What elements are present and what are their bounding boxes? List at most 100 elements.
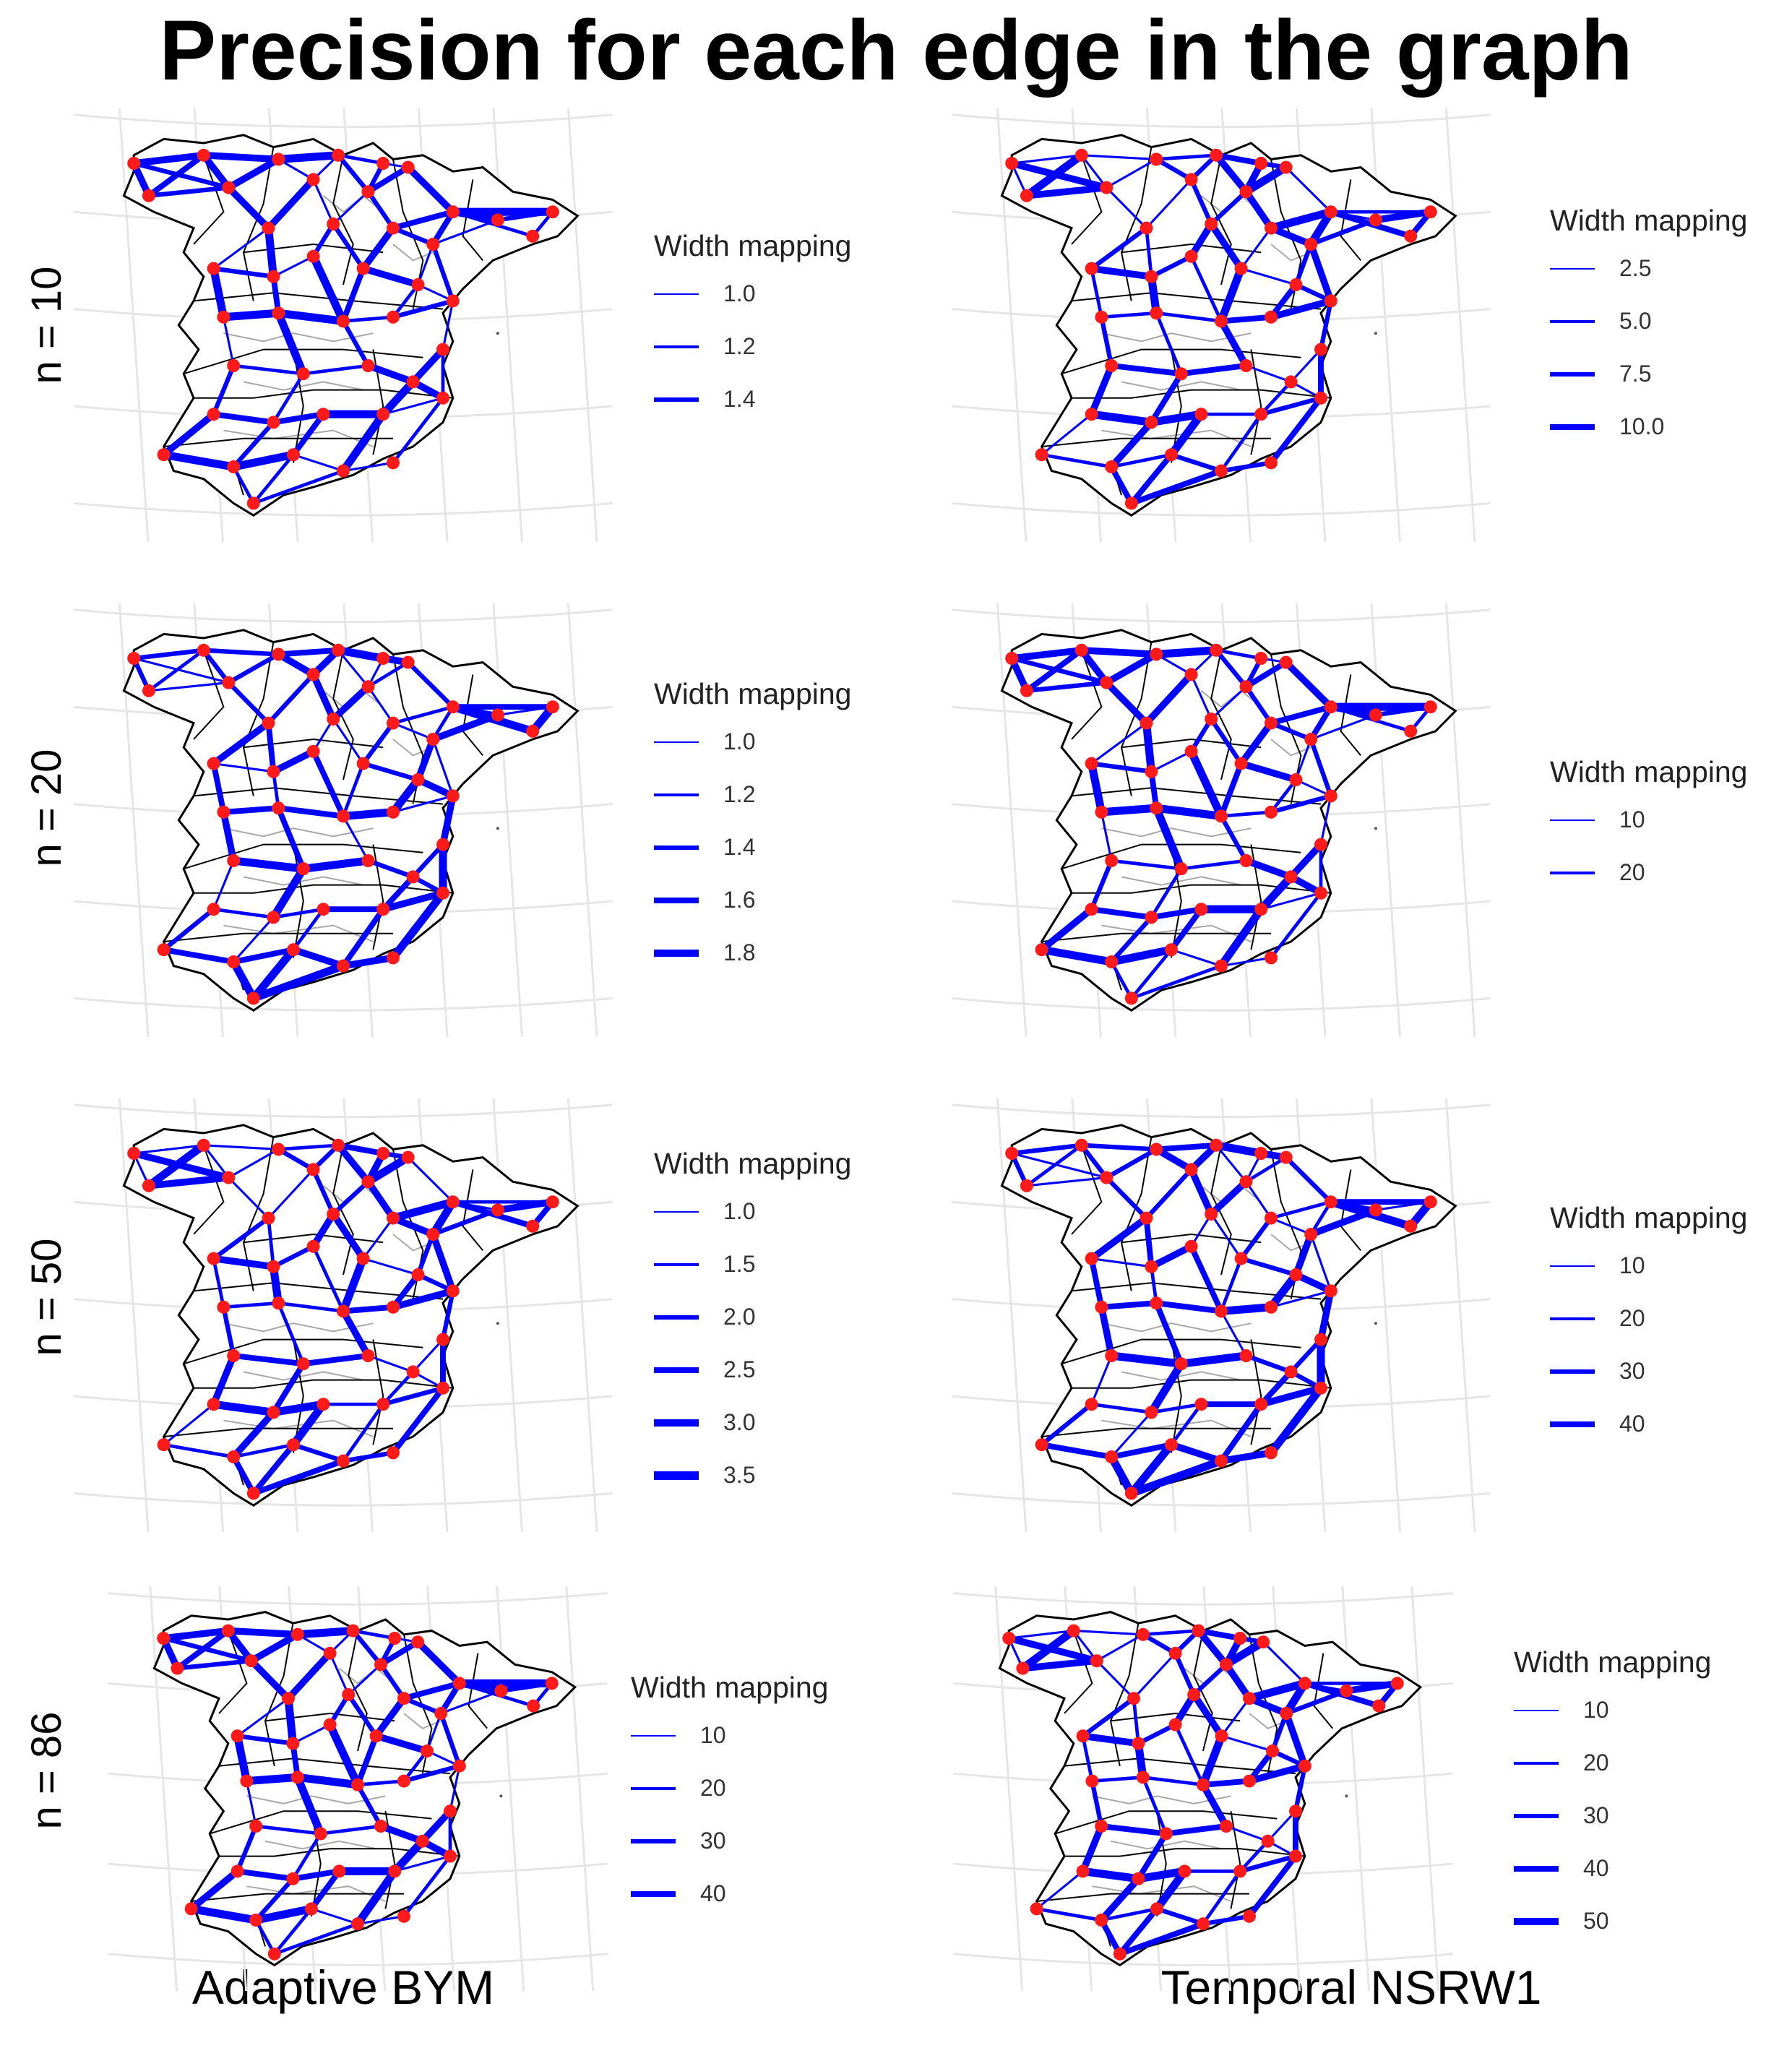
graticule-line <box>996 603 1028 1037</box>
graph-edge <box>254 1824 323 1836</box>
graph-node <box>1239 680 1253 694</box>
graph-node <box>1090 1654 1103 1668</box>
province-border <box>1071 787 1322 805</box>
graph-edge <box>1080 1696 1137 1739</box>
graticule-line <box>492 603 524 1037</box>
graticule-line <box>118 603 150 1037</box>
graph-node <box>527 1699 540 1713</box>
graph-node <box>1020 189 1033 202</box>
graph-edge <box>299 856 373 873</box>
legend-r3-temporal: Width mapping 10 20 30 40 <box>1550 1196 1747 1450</box>
legend-item: 10 <box>1514 1684 1711 1737</box>
graph-edge <box>1200 1778 1252 1788</box>
graph-edge <box>441 299 455 351</box>
graph-node <box>1105 854 1119 867</box>
graph-edge <box>401 1763 462 1784</box>
graph-node <box>1205 1208 1218 1221</box>
graph-node <box>306 1239 320 1253</box>
graph-edge <box>293 1627 358 1639</box>
graph-node <box>207 903 220 916</box>
graph-edge <box>1317 1287 1335 1343</box>
graph-edge <box>364 1178 397 1222</box>
graph-node <box>1314 1381 1327 1395</box>
graph-edge <box>1168 1441 1225 1465</box>
graph-node <box>1324 700 1337 714</box>
graph-node <box>314 1827 327 1841</box>
legend-item: 1.6 <box>654 874 851 926</box>
graph-edge <box>201 647 281 657</box>
province-border <box>1121 1233 1262 1244</box>
graph-edge <box>1209 716 1244 766</box>
legend-line-key <box>654 397 699 402</box>
legend-title: Width mapping <box>1550 204 1748 237</box>
graph-edge <box>332 718 365 765</box>
graph-node <box>1105 1450 1119 1463</box>
region-border <box>246 1795 386 1804</box>
graph-node <box>1279 1150 1293 1164</box>
graph-edge <box>212 907 275 919</box>
graph-edge <box>1237 760 1300 783</box>
graph-edge <box>1010 1152 1108 1179</box>
graph-edge <box>234 1868 296 1882</box>
graph-edge <box>1267 1270 1301 1312</box>
graph-edge <box>222 316 235 367</box>
graph-edge <box>200 152 283 163</box>
graph-node <box>1174 862 1188 876</box>
graph-node <box>351 1778 364 1791</box>
legend-item: 2.0 <box>654 1291 851 1343</box>
graph-edge <box>230 1408 277 1460</box>
graph-node <box>1372 1699 1386 1713</box>
graph-edge <box>1154 1906 1206 1927</box>
province-border <box>183 843 423 870</box>
graph-edge <box>1009 1143 1084 1156</box>
legend-item: 40 <box>1550 1398 1747 1450</box>
legend-label: 2.0 <box>723 1304 756 1330</box>
graph-edge <box>1269 778 1298 814</box>
graph-node <box>1423 205 1437 219</box>
graph-node <box>1265 456 1278 470</box>
graph-node <box>231 1729 244 1743</box>
graph-node <box>1215 1729 1228 1743</box>
legend-r2-adaptive: Width mapping 1.0 1.2 1.4 1.6 1.8 <box>654 672 851 979</box>
graph-node <box>337 464 350 478</box>
legend-label: 3.0 <box>723 1409 756 1435</box>
graph-node <box>387 951 400 965</box>
province-border <box>1061 843 1301 870</box>
graticule-line <box>952 113 1491 129</box>
graph-node <box>546 205 559 219</box>
graph-edge <box>339 808 397 820</box>
graph-node <box>436 1333 449 1346</box>
graph-edge <box>372 1732 431 1755</box>
graph-node <box>1002 1632 1016 1645</box>
graph-edge <box>1109 960 1134 1000</box>
graph-edge <box>329 1210 367 1262</box>
graph-edge <box>1319 794 1332 846</box>
graph-edge <box>1309 1233 1332 1292</box>
graph-node <box>207 262 220 275</box>
legend-title: Width mapping <box>654 1147 852 1180</box>
graph-edge <box>390 1385 446 1456</box>
graph-node <box>545 1677 559 1690</box>
graph-edge <box>372 1695 408 1739</box>
graph-edge <box>1008 160 1111 192</box>
graph-node <box>207 757 220 770</box>
graph-node <box>356 262 370 275</box>
island-dot <box>1374 827 1377 830</box>
graph-edge <box>310 748 346 819</box>
graph-node <box>1076 1729 1090 1743</box>
graph-node <box>227 955 241 968</box>
graph-node <box>446 789 460 803</box>
legend-line-key <box>654 1367 699 1373</box>
legend-label: 50 <box>1583 1908 1609 1934</box>
region-border <box>392 244 434 262</box>
graticule-line <box>74 113 613 129</box>
graph-node <box>337 314 350 328</box>
graph-edge <box>1108 418 1155 470</box>
graph-edge <box>269 864 308 921</box>
graph-node <box>436 343 449 356</box>
graph-node <box>406 870 420 884</box>
graph-node <box>1105 359 1119 372</box>
island-dot <box>496 1322 499 1325</box>
graph-edge <box>309 671 337 723</box>
graph-node <box>246 991 260 1005</box>
